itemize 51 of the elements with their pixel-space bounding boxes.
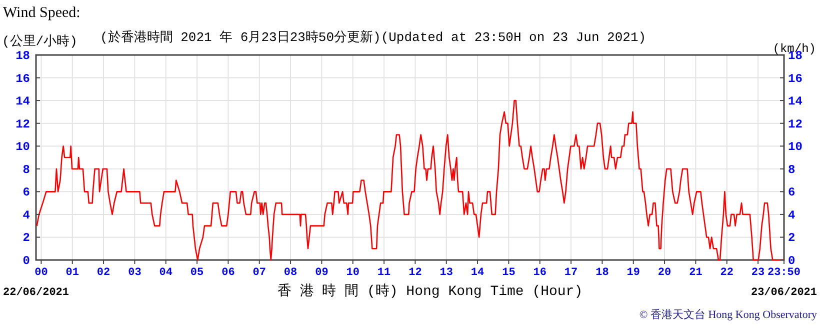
x-tick-label: 14 xyxy=(470,267,485,279)
x-axis-title: 香 港 時 間 (時) Hong Kong Time (Hour) xyxy=(277,283,583,300)
x-tick-label: 03 xyxy=(128,267,142,279)
x-tick-label: 04 xyxy=(159,267,173,279)
y2-tick-label: 14 xyxy=(788,94,802,109)
x-tick-label: 10 xyxy=(346,267,360,279)
y2-tick-label: 2 xyxy=(788,231,796,246)
x-tick-label: 11 xyxy=(377,267,392,279)
x-tick-label: 05 xyxy=(190,267,204,279)
y-tick-label: 8 xyxy=(22,162,30,177)
text: © 香港天文台 Hong Kong Observatory xyxy=(639,308,818,321)
y2-tick-label: 16 xyxy=(788,72,802,86)
x-tick-label: 13 xyxy=(440,267,454,279)
x-tick-label: 23 xyxy=(751,267,766,279)
x-tick-label: 01 xyxy=(66,267,80,279)
x-tick-label: 06 xyxy=(222,267,235,279)
y2-tick-label: 4 xyxy=(788,208,796,222)
x-tick-label: 19 xyxy=(626,267,640,279)
y-tick-label: 10 xyxy=(16,140,30,154)
y2-tick-label: 12 xyxy=(788,117,802,132)
y-tick-label: 6 xyxy=(22,186,30,200)
x-tick-label: 07 xyxy=(252,267,266,279)
y-tick-label: 4 xyxy=(22,208,30,222)
x-tick-label: 08 xyxy=(284,267,298,279)
y-axis-title: (公里/小時) xyxy=(2,34,78,49)
y-tick-label: 18 xyxy=(16,49,30,63)
x-tick-label: 12 xyxy=(408,267,422,279)
y2-tick-label: 8 xyxy=(788,162,796,177)
y-tick-label: 2 xyxy=(22,231,30,246)
x-tick-label: 15 xyxy=(502,267,516,279)
x-tick-label: 16 xyxy=(533,267,546,279)
chart-subtitle: (於香港時間 2021 年 6月23日23時50分更新)(Updated at 23:50H on 23 Jun 2021) xyxy=(100,30,646,45)
text: 23/06/2021 xyxy=(750,287,818,299)
y-tick-label: 12 xyxy=(16,117,30,132)
x-tick-label: 21 xyxy=(689,267,703,279)
text: 22/06/2021 xyxy=(3,287,70,299)
y-tick-label: 16 xyxy=(16,72,30,86)
x-tick-label: 00 xyxy=(34,267,48,279)
y2-tick-label: 6 xyxy=(788,186,796,200)
y2-tick-label: 10 xyxy=(788,140,802,154)
x-tick-label: 20 xyxy=(658,267,672,279)
x-tick-label: 18 xyxy=(596,267,610,279)
chart-title: Wind Speed: xyxy=(3,5,80,21)
x-tick-label: 22 xyxy=(720,267,734,279)
y-tick-label: 14 xyxy=(16,94,30,109)
x-tick-label: 17 xyxy=(564,267,578,279)
x-tick-label: 09 xyxy=(315,267,328,279)
x-tick-label: 23:50 xyxy=(767,267,801,279)
y-tick-label: 0 xyxy=(22,254,30,268)
x-tick-label: 02 xyxy=(96,267,110,279)
y2-tick-label: 0 xyxy=(788,254,796,268)
